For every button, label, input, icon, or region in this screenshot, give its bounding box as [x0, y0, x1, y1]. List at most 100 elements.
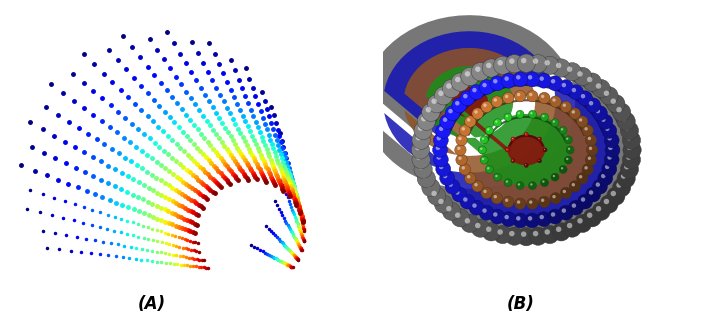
Circle shape: [474, 183, 478, 186]
Circle shape: [598, 114, 613, 129]
Circle shape: [605, 127, 610, 131]
Circle shape: [479, 146, 486, 154]
Circle shape: [601, 117, 605, 122]
Circle shape: [463, 94, 467, 98]
Circle shape: [446, 206, 452, 211]
Circle shape: [451, 209, 469, 227]
Polygon shape: [451, 86, 545, 165]
Circle shape: [482, 137, 484, 140]
Circle shape: [586, 98, 600, 113]
Circle shape: [605, 165, 610, 169]
Circle shape: [595, 182, 600, 187]
Circle shape: [525, 133, 526, 135]
Circle shape: [582, 164, 593, 175]
Circle shape: [490, 209, 505, 224]
Circle shape: [458, 137, 462, 140]
Circle shape: [486, 165, 493, 174]
Circle shape: [610, 99, 616, 104]
Circle shape: [539, 215, 544, 219]
Circle shape: [493, 173, 501, 181]
Circle shape: [541, 95, 544, 98]
Circle shape: [436, 161, 451, 176]
Circle shape: [604, 199, 609, 204]
Circle shape: [584, 127, 588, 130]
Circle shape: [540, 113, 549, 121]
Circle shape: [583, 209, 601, 227]
Circle shape: [491, 96, 503, 107]
Circle shape: [438, 199, 444, 204]
Circle shape: [571, 88, 576, 92]
Circle shape: [493, 195, 497, 198]
Circle shape: [461, 214, 479, 233]
Circle shape: [607, 187, 625, 205]
Circle shape: [566, 146, 574, 154]
Circle shape: [559, 80, 573, 95]
Circle shape: [467, 118, 470, 122]
Circle shape: [600, 87, 618, 105]
Circle shape: [472, 63, 489, 81]
Circle shape: [433, 152, 448, 167]
Circle shape: [482, 158, 484, 160]
Circle shape: [583, 73, 601, 91]
Circle shape: [517, 227, 535, 246]
Circle shape: [516, 182, 524, 189]
Circle shape: [431, 191, 437, 196]
Circle shape: [569, 181, 581, 192]
Circle shape: [428, 95, 446, 113]
Circle shape: [582, 125, 593, 136]
Circle shape: [563, 190, 566, 193]
Circle shape: [581, 197, 586, 202]
Circle shape: [579, 175, 583, 178]
Circle shape: [588, 137, 591, 140]
Circle shape: [455, 144, 466, 156]
Circle shape: [472, 219, 489, 237]
Circle shape: [512, 160, 513, 161]
Circle shape: [621, 173, 627, 179]
Circle shape: [612, 178, 631, 197]
Circle shape: [624, 125, 629, 131]
Circle shape: [537, 73, 552, 88]
Circle shape: [440, 171, 455, 186]
Circle shape: [487, 167, 489, 169]
Circle shape: [428, 187, 446, 205]
Circle shape: [551, 79, 555, 84]
Circle shape: [567, 66, 572, 72]
Circle shape: [552, 98, 556, 102]
Circle shape: [516, 216, 520, 221]
Circle shape: [506, 227, 523, 245]
Circle shape: [487, 128, 489, 130]
Circle shape: [505, 95, 508, 98]
Circle shape: [626, 135, 632, 140]
Circle shape: [437, 136, 441, 140]
Circle shape: [505, 198, 508, 202]
Circle shape: [548, 209, 563, 224]
Circle shape: [464, 218, 470, 224]
Circle shape: [490, 76, 505, 91]
Circle shape: [480, 156, 488, 164]
Circle shape: [539, 76, 544, 81]
Circle shape: [622, 151, 641, 169]
Circle shape: [452, 98, 467, 113]
Circle shape: [503, 196, 514, 208]
Circle shape: [589, 101, 593, 106]
Circle shape: [414, 160, 433, 178]
Circle shape: [517, 93, 520, 96]
Circle shape: [595, 83, 601, 89]
Circle shape: [595, 109, 600, 113]
Circle shape: [484, 190, 486, 193]
Circle shape: [571, 110, 575, 114]
Circle shape: [460, 91, 475, 106]
Circle shape: [573, 214, 592, 233]
Circle shape: [528, 182, 537, 189]
Circle shape: [604, 91, 609, 96]
Circle shape: [569, 108, 581, 119]
Circle shape: [571, 183, 575, 186]
Circle shape: [589, 190, 593, 195]
Circle shape: [469, 200, 484, 215]
Circle shape: [559, 126, 567, 135]
Circle shape: [442, 174, 447, 178]
Circle shape: [455, 190, 459, 195]
Circle shape: [607, 95, 625, 113]
Circle shape: [610, 191, 616, 196]
Circle shape: [472, 204, 476, 208]
